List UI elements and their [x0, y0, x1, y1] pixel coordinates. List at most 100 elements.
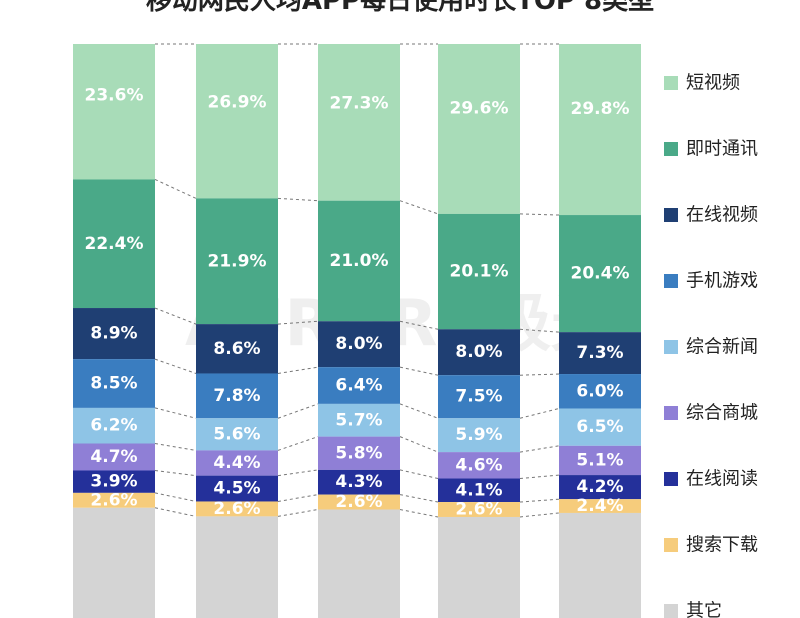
bar-segment [196, 516, 278, 618]
data-label: 27.3% [330, 94, 389, 114]
data-label: 3.9% [90, 472, 137, 492]
legend-label: 在线视频 [686, 205, 758, 226]
legend-label: 短视频 [686, 73, 740, 94]
data-label: 5.6% [213, 424, 260, 444]
connector-line [277, 403, 319, 419]
data-label: 29.8% [571, 99, 630, 119]
connector-line [519, 445, 560, 453]
bar-segment [196, 198, 278, 325]
legend-swatch [664, 76, 678, 90]
connector-line [399, 494, 439, 503]
connector-line [154, 469, 197, 477]
data-label: 8.0% [455, 342, 502, 362]
bar-segment [438, 44, 520, 214]
data-label: 6.4% [335, 376, 382, 396]
connector-line [277, 320, 319, 325]
connector-line [519, 373, 560, 376]
data-label: 7.5% [455, 387, 502, 407]
bar-segment [559, 374, 641, 409]
data-label: 26.9% [208, 93, 267, 113]
bar-segment [196, 475, 278, 502]
data-label: 20.4% [571, 264, 630, 284]
data-label: 8.0% [335, 334, 382, 354]
bar-segment [438, 516, 520, 618]
legend-label: 其它 [686, 601, 722, 618]
data-label: 21.0% [330, 251, 389, 271]
bar-segment [559, 332, 641, 375]
connector-line [277, 197, 319, 202]
bar-segment [438, 329, 520, 376]
data-label: 6.0% [576, 381, 623, 401]
data-label: 2.6% [90, 490, 137, 510]
bar-segment [73, 470, 155, 493]
connector-line [519, 213, 560, 216]
bar-segment [318, 436, 400, 470]
connector-line [154, 307, 197, 325]
data-label: 4.5% [213, 479, 260, 499]
data-label: 20.1% [450, 262, 509, 282]
legend-label: 综合商城 [686, 403, 758, 424]
bar-segment [438, 213, 520, 330]
data-label: 4.3% [335, 472, 382, 492]
connector-line [519, 474, 560, 480]
data-label: 4.2% [576, 477, 623, 497]
connector-line [154, 179, 197, 199]
bar-segment [196, 418, 278, 451]
connector-lines [154, 43, 560, 518]
connector-line [154, 443, 197, 451]
bar-segment [73, 179, 155, 309]
data-label: 7.3% [576, 343, 623, 363]
data-label: 2.6% [213, 499, 260, 519]
legend-label: 手机游戏 [686, 271, 758, 292]
bar-segment [559, 475, 641, 500]
bar-segment [318, 509, 400, 618]
bar-segment [318, 494, 400, 510]
data-label: 29.6% [450, 99, 509, 119]
bar-segment [318, 200, 400, 322]
connector-line [154, 492, 197, 502]
data-label: 6.2% [90, 416, 137, 436]
data-label: 4.4% [213, 453, 260, 473]
connector-line [399, 320, 439, 330]
data-label: 5.8% [335, 443, 382, 463]
legend-swatch [664, 538, 678, 552]
legend-swatch [664, 274, 678, 288]
data-label: 7.8% [213, 386, 260, 406]
data-label: 8.6% [213, 339, 260, 359]
legend-swatch [664, 142, 678, 156]
data-label: 5.9% [455, 425, 502, 445]
bar-segment [438, 478, 520, 503]
connector-line [154, 358, 197, 374]
bar-segment [73, 359, 155, 408]
connector-line [399, 366, 439, 376]
bar-segment [73, 407, 155, 444]
legend-swatch [664, 340, 678, 354]
connector-line [277, 366, 319, 374]
bar-segment [559, 44, 641, 216]
connector-line [154, 507, 197, 517]
connector-line [519, 328, 560, 333]
bar-segment [73, 492, 155, 508]
bar-segment [318, 44, 400, 201]
data-label: 2.6% [335, 492, 382, 512]
connector-line [277, 509, 319, 517]
connector-line [519, 498, 560, 503]
data-label: 2.6% [455, 500, 502, 520]
bar-segment [318, 469, 400, 495]
connector-line [519, 512, 560, 518]
legend-swatch [664, 406, 678, 420]
data-label: 4.7% [90, 447, 137, 467]
legend-swatch [664, 208, 678, 222]
legend-label: 即时通讯 [686, 139, 758, 160]
connector-line [399, 436, 439, 453]
connector-line [399, 403, 439, 419]
connector-line [277, 436, 319, 451]
data-label: 6.5% [576, 417, 623, 437]
data-label: 2.4% [576, 496, 623, 516]
bar-segment [438, 418, 520, 453]
legend-label: 在线阅读 [686, 469, 758, 490]
data-label: 23.6% [85, 85, 144, 105]
bar-segment [318, 367, 400, 404]
legend-label: 搜索下载 [686, 535, 758, 556]
